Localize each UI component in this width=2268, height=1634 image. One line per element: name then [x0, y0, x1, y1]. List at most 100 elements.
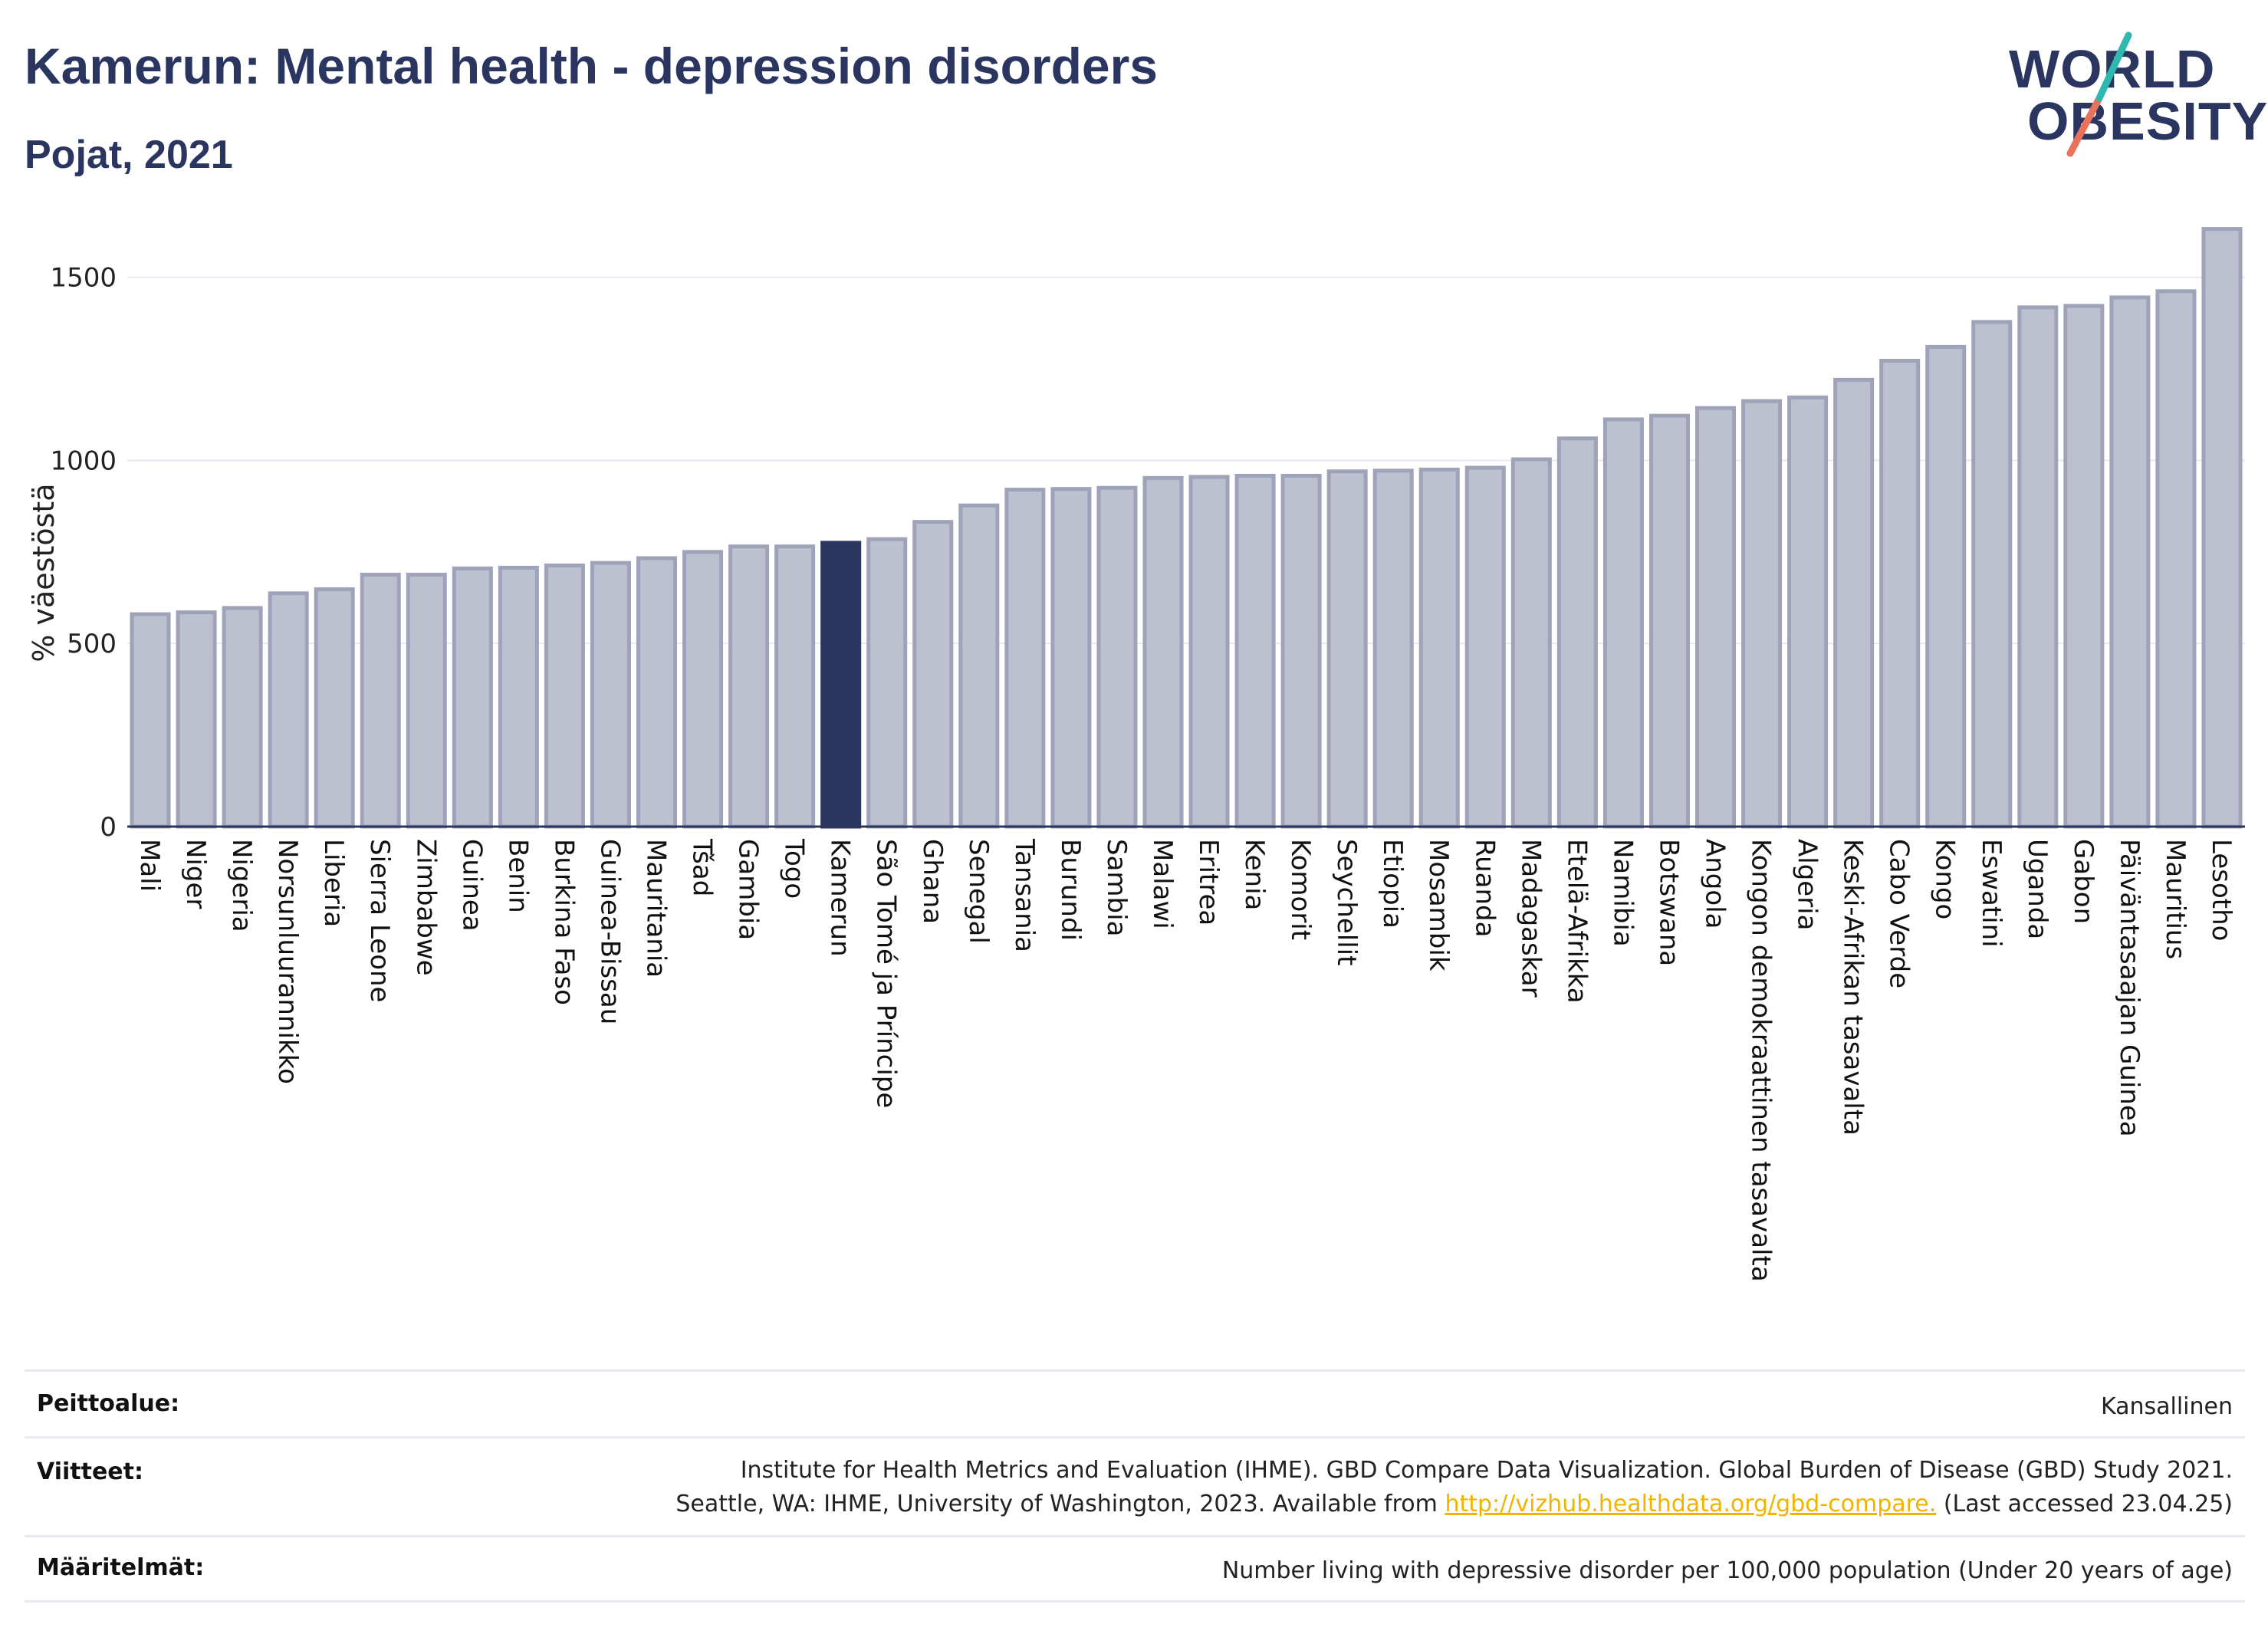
x-tick-label: São Tomé ja Príncipe	[871, 839, 902, 1108]
x-tick-label: Tansania	[1009, 838, 1040, 952]
x-tick-label: Niger	[180, 839, 211, 909]
y-tick-label: 1000	[50, 445, 117, 476]
bar	[728, 544, 770, 829]
bar	[1004, 488, 1046, 829]
x-tick-label: Namibia	[1607, 839, 1638, 947]
references-line-2-text: Seattle, WA: IHME, University of Washing…	[675, 1491, 1438, 1517]
bar	[1556, 436, 1598, 829]
world-obesity-logo: WORLD OBESITY	[1994, 23, 2267, 161]
x-tick-label: Liberia	[318, 839, 349, 927]
logo-line-2: OBESITY	[2027, 91, 2268, 151]
x-tick-label: Algeria	[1792, 839, 1823, 930]
bar	[958, 503, 1000, 829]
x-tick-label: Madagaskar	[1515, 839, 1546, 998]
bar	[222, 606, 263, 829]
x-tick-label: Keski-Afrikan tasavalta	[1838, 839, 1869, 1136]
bar	[360, 572, 401, 829]
x-tick-label: Senegal	[963, 839, 994, 944]
x-tick-label: Cabo Verde	[1884, 839, 1915, 988]
page-title: Kamerun: Mental health - depression diso…	[25, 38, 1158, 94]
references-line-2: Seattle, WA: IHME, University of Washing…	[675, 1488, 2233, 1521]
x-tick-label: Lesotho	[2206, 839, 2237, 941]
x-tick-label: Mauritania	[641, 839, 672, 978]
bar	[820, 541, 862, 829]
references-link[interactable]: http://vizhub.healthdata.org/gbd-compare…	[1445, 1491, 1937, 1517]
x-tick-label: Eritrea	[1193, 839, 1224, 925]
x-tick-label: Malawi	[1147, 839, 1178, 929]
x-tick-label: Togo	[779, 838, 810, 899]
bar	[1833, 377, 1875, 829]
bar	[1418, 467, 1460, 829]
references-accessed: (Last accessed 23.04.25)	[1943, 1491, 2233, 1517]
x-tick-label: Eswatini	[1976, 839, 2007, 948]
references-line-1: Institute for Health Metrics and Evaluat…	[740, 1457, 2233, 1484]
y-tick-label: 500	[67, 629, 117, 659]
bar	[1787, 395, 1829, 829]
bar	[2155, 289, 2197, 829]
x-tick-label: Burkina Faso	[548, 839, 579, 1005]
bar	[1142, 475, 1184, 829]
x-tick-label: Sierra Leone	[364, 839, 395, 1002]
bar	[544, 563, 585, 829]
x-tick-label: Botswana	[1653, 839, 1684, 966]
bar	[636, 556, 678, 829]
bar	[590, 561, 631, 829]
bar	[452, 566, 493, 829]
x-tick-label: Sambia	[1101, 839, 1132, 936]
definitions-value: Number living with depressive disorder p…	[1221, 1557, 2233, 1584]
y-axis-label: % väestöstä	[27, 483, 61, 662]
x-tick-label: Ghana	[917, 839, 948, 924]
y-tick-label: 0	[100, 812, 117, 843]
x-tick-label: Seychellit	[1331, 839, 1362, 965]
bar	[1971, 320, 2013, 829]
bar	[1280, 473, 1322, 829]
bar	[1234, 473, 1276, 829]
bar	[1879, 359, 1921, 829]
x-tick-label: Kamerun	[825, 839, 856, 957]
bar	[2017, 305, 2059, 829]
bar	[2201, 227, 2243, 829]
bar	[2063, 304, 2105, 829]
x-tick-label: Burundi	[1055, 839, 1086, 941]
bar	[866, 537, 908, 829]
bar	[1694, 406, 1737, 829]
x-tick-label: Nigeria	[226, 839, 257, 932]
x-tick-label: Kongon demokraattinen tasavalta	[1746, 839, 1777, 1282]
x-tick-label: Guinea	[456, 839, 487, 932]
x-tick-label: Mauritius	[2160, 839, 2191, 959]
bar	[268, 591, 309, 829]
footer-coverage-row: Peittoalue: Kansallinen	[25, 1369, 2245, 1436]
bar	[1326, 469, 1368, 829]
x-tick-label: Ruanda	[1469, 839, 1500, 937]
x-tick-label: Komorit	[1285, 839, 1316, 940]
x-tick-label: Zimbabwe	[410, 839, 441, 976]
bar	[912, 520, 954, 829]
x-tick-label: Etelä-Afrikka	[1561, 839, 1592, 1004]
references-value: Institute for Health Metrics and Evaluat…	[675, 1454, 2233, 1521]
references-label: Viitteet:	[37, 1458, 143, 1485]
x-tick-label: Gambia	[733, 839, 764, 940]
x-tick-label: Guinea-Bissau	[594, 839, 625, 1024]
x-tick-label: Angola	[1700, 839, 1731, 929]
coverage-label: Peittoalue:	[37, 1390, 180, 1417]
page-subtitle: Pojat, 2021	[25, 133, 233, 177]
chart-footer: Peittoalue: Kansallinen Viitteet: Instit…	[25, 1369, 2245, 1603]
footer-definitions-row: Määritelmät: Number living with depressi…	[25, 1535, 2245, 1603]
bar	[406, 572, 447, 829]
bar	[2109, 295, 2151, 829]
x-tick-label: Gabon	[2068, 839, 2099, 924]
x-tick-label: Päiväntasaajan Guinea	[2114, 839, 2145, 1137]
bar	[1372, 469, 1414, 829]
x-tick-label: Mali	[134, 839, 165, 892]
bar	[1602, 417, 1644, 829]
bar	[682, 550, 724, 829]
x-tick-label: Kenia	[1239, 839, 1270, 910]
definitions-label: Määritelmät:	[37, 1554, 205, 1581]
bar	[774, 544, 816, 829]
bar	[176, 610, 217, 829]
x-tick-label: Etiopia	[1377, 839, 1408, 929]
footer-references-row: Viitteet: Institute for Health Metrics a…	[25, 1436, 2245, 1535]
x-tick-label: Mosambik	[1423, 839, 1454, 972]
x-tick-label: Benin	[502, 839, 533, 913]
bar	[1510, 457, 1552, 829]
